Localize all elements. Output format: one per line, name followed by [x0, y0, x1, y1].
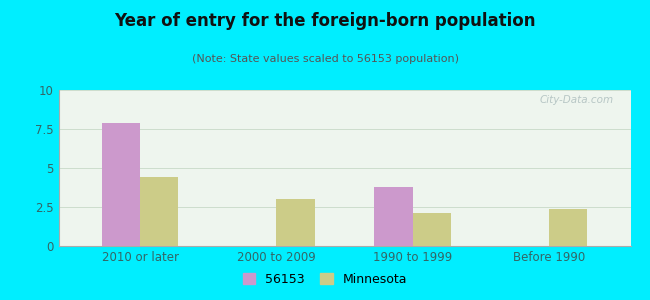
Legend: 56153, Minnesota: 56153, Minnesota [238, 268, 412, 291]
Text: City-Data.com: City-Data.com [540, 95, 614, 105]
Bar [140, 177, 178, 246]
Text: Year of entry for the foreign-born population: Year of entry for the foreign-born popul… [114, 12, 536, 30]
Text: (Note: State values scaled to 56153 population): (Note: State values scaled to 56153 popu… [192, 54, 458, 64]
Bar [549, 208, 587, 246]
Bar [102, 123, 140, 246]
Bar [413, 213, 450, 246]
Bar [276, 199, 315, 246]
Bar [374, 187, 413, 246]
